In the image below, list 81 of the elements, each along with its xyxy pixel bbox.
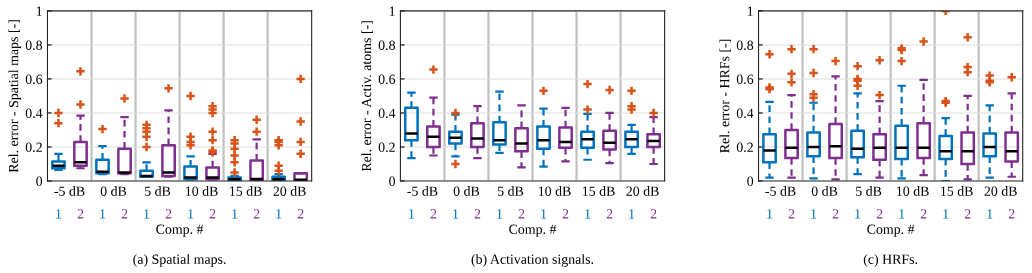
- y-axis-title: Rel. error - HRFs [-]: [719, 39, 732, 153]
- y-tick-label: 0.6: [736, 74, 754, 84]
- x-tick-label: 5 dB: [856, 186, 882, 196]
- y-tick-label: 0.4: [736, 108, 754, 118]
- text: 2: [832, 209, 839, 219]
- x-tick-label: 20 dB: [984, 186, 1017, 196]
- text: 1: [585, 209, 591, 219]
- text: 2: [77, 209, 84, 219]
- text: 2: [562, 209, 569, 219]
- text: 2: [209, 209, 216, 219]
- y-tick-label: 0.6: [25, 74, 43, 84]
- y-tick-label: 0.2: [736, 142, 753, 152]
- text: 2: [606, 209, 613, 219]
- y-axis-title: Rel. error - Activ. atoms [-]: [361, 21, 373, 172]
- y-tick-label: 0.2: [25, 142, 42, 152]
- text: 1: [899, 209, 905, 219]
- text: 2: [165, 209, 172, 219]
- text: 1: [943, 209, 949, 219]
- x-tick-label: -5 dB: [54, 186, 85, 196]
- y-axis-title: Rel. error - Spatial maps [-]: [8, 20, 22, 173]
- x-tick-label: 10 dB: [897, 186, 929, 196]
- text: 1: [232, 209, 238, 219]
- text: 2: [518, 209, 525, 219]
- text: 2: [920, 209, 927, 219]
- text: 2: [297, 209, 304, 219]
- text: 1: [453, 209, 459, 219]
- y-tick-label: 1: [36, 6, 42, 16]
- text: 1: [188, 209, 194, 219]
- text: 1: [987, 209, 993, 219]
- x-tick-label: 10 dB: [538, 186, 571, 196]
- y-tick-label: 0.8: [378, 40, 396, 50]
- x-tick-label: 15 dB: [583, 186, 615, 196]
- y-tick-label: 0.2: [378, 142, 395, 152]
- text: 1: [56, 209, 62, 219]
- text: 2: [1008, 209, 1015, 219]
- text: (c) HRFs.: [863, 254, 918, 267]
- x-tick-label: 5 dB: [497, 186, 524, 196]
- x-tick-label: 20 dB: [626, 186, 659, 196]
- x-tick-label: 15 dB: [941, 186, 973, 196]
- text: 1: [409, 209, 415, 219]
- text: 1: [855, 209, 861, 219]
- text: 2: [474, 209, 481, 219]
- x-tick-label: 15 dB: [230, 186, 262, 196]
- text: 2: [788, 209, 795, 219]
- text: 1: [541, 209, 547, 219]
- y-tick-label: 0.8: [736, 40, 754, 50]
- text: 2: [650, 209, 657, 219]
- y-tick-label: 0.6: [378, 74, 396, 84]
- text: 2: [876, 209, 883, 219]
- y-tick-label: 1: [389, 6, 395, 16]
- text: 1: [811, 209, 817, 219]
- x-tick-label: 10 dB: [186, 186, 218, 196]
- x-tick-label: 0 dB: [100, 186, 127, 196]
- text: 1: [767, 209, 773, 219]
- text: 2: [430, 209, 437, 219]
- text: 1: [100, 209, 106, 219]
- x-tick-label: 20 dB: [273, 186, 306, 196]
- x-axis-title: Comp. #: [156, 224, 204, 237]
- y-tick-label: 0: [36, 176, 43, 186]
- text: 1: [276, 209, 282, 219]
- y-tick-label: 0.4: [378, 108, 396, 118]
- y-tick-label: 0.4: [25, 108, 43, 118]
- text: 2: [121, 209, 128, 219]
- x-tick-label: 0 dB: [811, 186, 838, 196]
- text: 2: [253, 209, 260, 219]
- x-axis-title: Comp. #: [867, 224, 915, 237]
- text: (b) Activation signals.: [471, 254, 594, 267]
- y-tick-label: 0.8: [25, 40, 43, 50]
- x-tick-label: -5 dB: [765, 186, 796, 196]
- text: 1: [497, 209, 503, 219]
- y-tick-label: 0: [389, 176, 396, 186]
- text: 1: [144, 209, 150, 219]
- text: 2: [964, 209, 971, 219]
- y-tick-label: 0: [747, 176, 754, 186]
- x-tick-label: 0 dB: [453, 186, 480, 196]
- text: (a) Spatial maps.: [133, 254, 226, 267]
- text: 1: [629, 209, 635, 219]
- x-tick-label: 5 dB: [145, 186, 171, 196]
- y-tick-label: 1: [747, 6, 753, 16]
- x-tick-label: -5 dB: [407, 186, 438, 196]
- x-axis-title: Comp. #: [509, 224, 557, 237]
